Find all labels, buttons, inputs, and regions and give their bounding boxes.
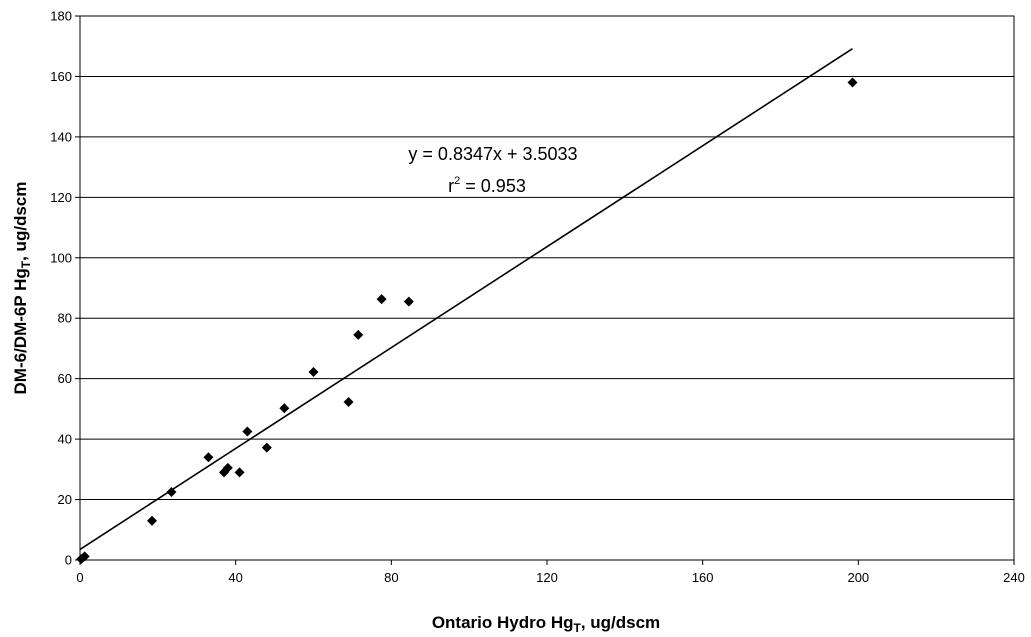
x-axis-title-main: Ontario Hydro Hg [432, 613, 574, 632]
data-point-16 [403, 296, 414, 307]
y-axis-title-main: DM-6/DM-6P Hg [11, 268, 30, 394]
y-axis-title-subscript: T [19, 260, 33, 268]
x-axis-title: Ontario Hydro HgT, ug/dscm [432, 613, 660, 635]
x-tick-label-0: 0 [76, 570, 83, 585]
trendline-equation: y = 0.8347x + 3.5033 [408, 144, 577, 164]
data-point-12 [308, 367, 319, 378]
x-tick-label-40: 40 [228, 570, 242, 585]
plot-area [79, 15, 1015, 561]
data-point-3 [146, 515, 157, 526]
y-tick-label-100: 100 [50, 250, 72, 265]
x-axis-title-rest: , ug/dscm [581, 613, 660, 632]
data-point-2 [79, 551, 90, 562]
y-axis-ticks: 0 20 40 60 80 100 120 140 160 180 [50, 9, 80, 568]
y-tick-label-160: 160 [50, 69, 72, 84]
y-tick-label-40: 40 [58, 432, 72, 447]
data-point-4 [166, 487, 177, 497]
y-tick-label-180: 180 [50, 9, 72, 24]
data-point-5 [203, 452, 214, 463]
data-point-7 [222, 462, 233, 473]
gridlines [80, 75, 1014, 501]
trend-line [79, 47, 853, 551]
r-squared-label: r2 = 0.953 [448, 175, 526, 196]
data-point-11 [279, 403, 290, 414]
x-tick-label-200: 200 [847, 570, 869, 585]
y-tick-label-80: 80 [58, 311, 72, 326]
x-tick-label-160: 160 [692, 570, 714, 585]
r-squared-value: = 0.953 [460, 176, 526, 196]
y-tick-label-140: 140 [50, 129, 72, 144]
y-tick-label-20: 20 [58, 492, 72, 507]
data-point-9 [242, 426, 253, 437]
data-points [76, 77, 858, 565]
data-point-14 [353, 329, 364, 340]
y-tick-label-120: 120 [50, 190, 72, 205]
y-tick-label-0: 0 [65, 553, 72, 568]
x-axis-ticks: 0 40 80 120 160 200 240 [76, 560, 1025, 585]
data-point-8 [234, 467, 245, 478]
data-point-17 [847, 77, 858, 88]
x-tick-label-240: 240 [1003, 570, 1025, 585]
x-axis-title-subscript: T [573, 621, 581, 635]
data-point-10 [261, 442, 272, 453]
y-tick-label-60: 60 [58, 371, 72, 386]
x-tick-label-120: 120 [536, 570, 558, 585]
r-squared-prefix: r [448, 176, 454, 196]
data-point-13 [343, 396, 354, 407]
y-axis-title: DM-6/DM-6P HgT, ug/dscm [11, 182, 33, 395]
y-axis-title-rest: , ug/dscm [11, 182, 30, 261]
x-tick-label-80: 80 [384, 570, 398, 585]
data-point-15 [376, 294, 387, 305]
r-squared-superscript: 2 [454, 175, 460, 187]
